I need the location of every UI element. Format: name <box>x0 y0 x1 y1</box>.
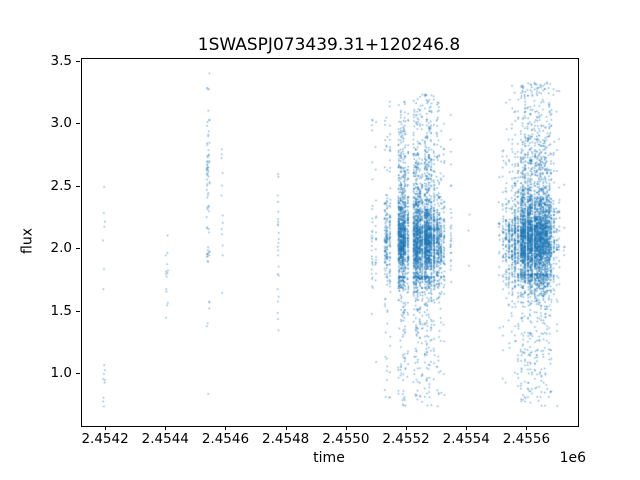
x-tick-label: 2.4552 <box>382 431 430 447</box>
y-tick-label: 1.5 <box>50 302 72 319</box>
x-tick-mark <box>165 426 167 430</box>
y-tick-mark <box>76 310 80 312</box>
x-tick-mark <box>345 426 347 430</box>
x-tick-mark <box>526 426 528 430</box>
x-tick-mark <box>225 426 227 430</box>
x-tick-mark <box>105 426 107 430</box>
y-tick-mark <box>76 248 80 250</box>
x-tick-mark <box>285 426 287 430</box>
x-tick-label: 2.4542 <box>81 431 129 447</box>
y-tick-mark <box>76 372 80 374</box>
x-tick-label: 2.4548 <box>262 431 310 447</box>
x-axis-label: time <box>313 450 345 466</box>
y-tick-mark <box>76 185 80 187</box>
x-tick-mark <box>406 426 408 430</box>
x-tick-mark <box>466 426 468 430</box>
plot-area <box>81 58 579 427</box>
y-tick-mark <box>76 60 80 62</box>
chart-title: 1SWASPJ073439.31+120246.8 <box>197 35 461 55</box>
y-tick-mark <box>76 123 80 125</box>
x-offset-label: 1e6 <box>559 450 586 466</box>
y-tick-label: 3.0 <box>50 115 72 132</box>
y-axis-label: flux <box>19 228 36 254</box>
x-tick-label: 2.4546 <box>201 431 250 447</box>
y-tick-label: 2.5 <box>50 177 72 194</box>
x-tick-label: 2.4554 <box>442 431 490 447</box>
y-tick-label: 1.0 <box>50 364 72 381</box>
y-tick-label: 2.0 <box>50 240 72 257</box>
x-tick-label: 2.4550 <box>322 431 370 447</box>
x-tick-label: 2.4544 <box>141 431 189 447</box>
x-tick-label: 2.4556 <box>502 431 551 447</box>
y-tick-label: 3.5 <box>50 52 72 69</box>
scatter-canvas <box>82 59 578 426</box>
